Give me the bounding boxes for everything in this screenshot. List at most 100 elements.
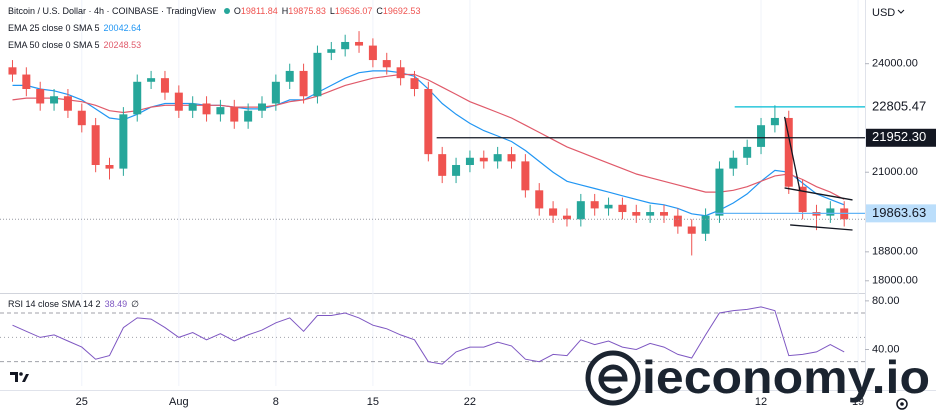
candle-body (22, 74, 31, 90)
ohlc-label: O (233, 6, 241, 16)
candle-body (687, 226, 696, 234)
price-label: 22805.47 (872, 98, 926, 113)
x-tick-label: Aug (169, 396, 189, 408)
candle-body (202, 103, 211, 115)
candle-body (493, 154, 502, 162)
x-tick-label: 25 (76, 396, 88, 408)
legend-name: EMA 25 close 0 SMA 5 (8, 23, 100, 33)
candle-body (798, 186, 807, 213)
candle-body (257, 103, 266, 111)
candle-body (396, 67, 405, 79)
candle-body (465, 157, 474, 165)
price-label-box (866, 128, 936, 147)
candle-body (216, 107, 225, 115)
ohlc: O19811.84 H19875.83 L19636.07 C19692.53 (234, 6, 425, 16)
ohlc-value: 19692.53 (382, 6, 421, 16)
watermark-text: ieconomy.io (642, 351, 930, 403)
legend-value: 20248.53 (103, 40, 142, 50)
candle-body (105, 164, 114, 169)
price-label: 21952.30 (872, 129, 926, 144)
candle-body (549, 208, 558, 216)
candle-body (160, 78, 169, 93)
y-tick-label: 80.00 (872, 295, 900, 307)
ema-line (12, 73, 845, 200)
ohlc-label: H (281, 6, 289, 16)
currency-label[interactable]: USD (872, 7, 895, 19)
price-label-box (866, 97, 936, 116)
candle-body (646, 212, 655, 216)
ohlc-label: L (329, 6, 335, 16)
y-tick-label: 18800.00 (872, 246, 918, 258)
candle-body (424, 89, 433, 155)
legend-extra: ∅ (131, 299, 139, 309)
candle-body (174, 92, 183, 111)
ohlc-label: C (376, 6, 383, 16)
ema50-legend[interactable]: EMA 50 close 0 SMA 5 20248.53 (8, 39, 145, 51)
candle-body (36, 89, 45, 104)
candle-body (341, 41, 350, 50)
currency-dropdown[interactable] (897, 9, 905, 14)
ema25-legend[interactable]: EMA 25 close 0 SMA 5 20042.64 (8, 22, 145, 34)
y-tick-label: 24000.00 (872, 58, 918, 70)
watermark: ieconomy.io (585, 350, 930, 406)
candle-body (8, 67, 17, 75)
candle-body (729, 157, 738, 169)
tradingview-logo[interactable] (10, 372, 29, 382)
candle-body (50, 96, 59, 104)
candle-body (521, 161, 530, 191)
symbol-header: Bitcoin / U.S. Dollar · 4h · COINBASE · … (8, 5, 428, 17)
rsi-line (12, 306, 845, 365)
candle-body (313, 52, 322, 97)
candle-body (604, 204, 613, 209)
candle-body (784, 117, 793, 187)
candle-body (590, 201, 599, 209)
candle-body (63, 96, 72, 111)
trend-line (783, 116, 801, 191)
candle-body (438, 154, 447, 176)
x-tick-label: 8 (273, 396, 279, 408)
legend-value: 20042.64 (103, 23, 142, 33)
y-tick-label: 18000.00 (872, 275, 918, 287)
trend-line (790, 224, 853, 231)
ohlc-value: 19636.07 (334, 6, 373, 16)
x-tick-label: 19 (852, 396, 864, 408)
candle-body (479, 157, 488, 162)
rsi-legend[interactable]: RSI 14 close SMA 14 2 38.49 ∅ (8, 298, 143, 310)
candle-body (507, 154, 516, 162)
candle-body (826, 208, 835, 216)
candle-body (188, 103, 197, 111)
candle-body (382, 60, 391, 68)
price-label-box (866, 204, 936, 223)
x-tick-label: 12 (755, 396, 767, 408)
candle-body (743, 146, 752, 158)
candle-body (244, 110, 253, 122)
trend-line (784, 187, 853, 201)
candle-body (271, 81, 280, 104)
legend-name: EMA 50 close 0 SMA 5 (8, 40, 100, 50)
candle-body (285, 70, 294, 82)
candle-body (618, 204, 627, 213)
candle-body (562, 215, 571, 220)
candle-body (368, 45, 377, 61)
candle-body (452, 164, 461, 176)
candle-body (757, 125, 766, 147)
legend-name: RSI 14 close SMA 14 2 (8, 299, 101, 309)
candle-body (715, 168, 724, 216)
symbol-title[interactable]: Bitcoin / U.S. Dollar · 4h · COINBASE · … (8, 6, 216, 16)
settings-icon[interactable] (896, 398, 908, 410)
candle-body (535, 190, 544, 209)
candle-body (77, 110, 86, 126)
candle-body (119, 114, 128, 169)
candle-body (327, 49, 336, 53)
candle-body (576, 201, 585, 220)
legend-value: 38.49 (104, 299, 128, 309)
market-status (223, 8, 230, 14)
candle-body (147, 78, 156, 82)
y-tick-label: 40.00 (872, 343, 900, 355)
candle-body (410, 78, 419, 90)
candle-body (659, 212, 668, 216)
watermark-logo-mark (598, 364, 628, 394)
x-tick-label: 15 (367, 396, 379, 408)
